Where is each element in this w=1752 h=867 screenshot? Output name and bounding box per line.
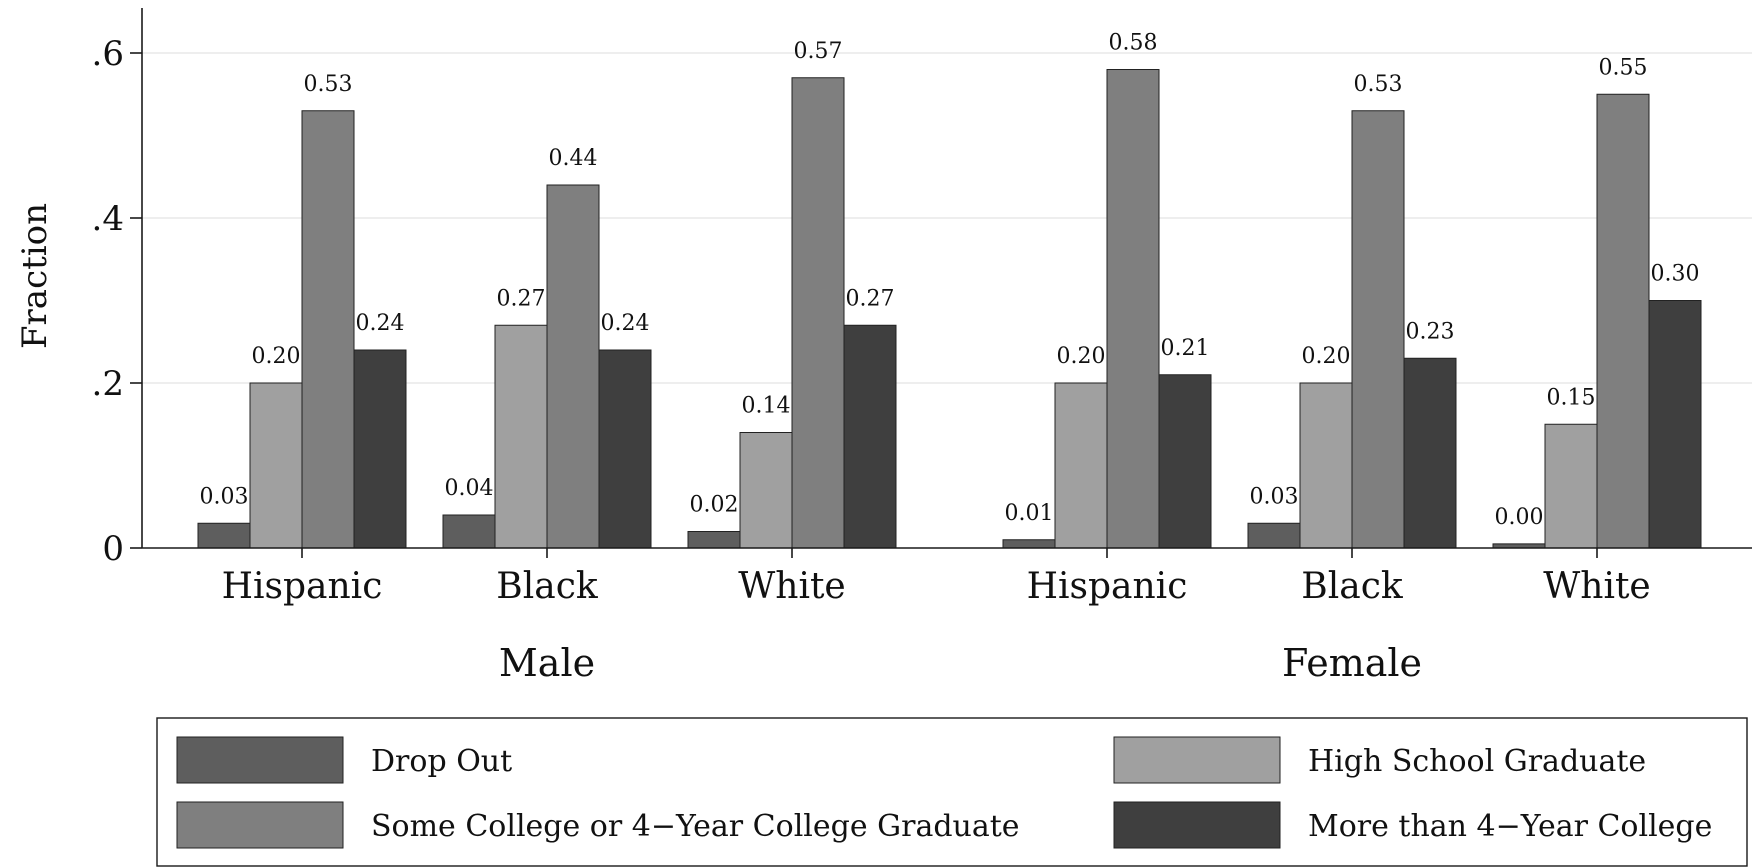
bar-female-hispanic-3	[1158, 374, 1212, 549]
legend-label: High School Graduate	[1308, 744, 1646, 779]
data-label: 0.03	[1250, 484, 1299, 509]
data-label: 0.30	[1651, 262, 1700, 287]
category-label: Black	[496, 566, 599, 607]
bar-male-hispanic-1	[249, 382, 303, 549]
bar-female-hispanic-1	[1054, 382, 1108, 549]
data-label: 0.58	[1109, 31, 1158, 56]
data-label: 0.24	[601, 311, 650, 336]
y-tick-label: .6	[92, 34, 124, 74]
data-label: 0.14	[742, 394, 791, 419]
y-tick-label: .2	[92, 364, 124, 404]
axes: 0 .2 .4 .6 Hispanic Black White Male Hispanic Bla…	[92, 8, 1752, 685]
data-label: 0.57	[794, 39, 843, 64]
data-label: 0.01	[1005, 501, 1054, 526]
bar-male-hispanic-0	[197, 522, 251, 549]
bar-female-white-1	[1544, 423, 1598, 549]
bar-male-black-1	[494, 324, 548, 549]
legend: Drop Out High School Graduate Some College…	[156, 717, 1748, 867]
bar-female-black-1	[1299, 382, 1353, 549]
bar-female-hispanic-0	[1002, 539, 1056, 549]
data-label: 0.00	[1495, 505, 1544, 530]
data-label: 0.20	[1057, 344, 1106, 369]
bar-male-white-1	[739, 432, 793, 549]
bar-female-black-2	[1351, 110, 1405, 549]
category-label: White	[738, 566, 845, 607]
data-label: 0.15	[1547, 385, 1596, 410]
data-labels: 0.03 0.20 0.53 0.24 0.04 0.27 0.44 0.24 0.02 0.14…	[200, 31, 1700, 530]
category-label: Hispanic	[1027, 566, 1188, 607]
bar-male-black-2	[546, 184, 600, 549]
category-label: Hispanic	[222, 566, 383, 607]
data-label: 0.20	[252, 344, 301, 369]
bar-male-white-2	[791, 77, 845, 549]
data-label: 0.03	[200, 484, 249, 509]
data-label: 0.55	[1599, 55, 1648, 80]
bar-female-hispanic-2	[1106, 69, 1160, 549]
legend-swatch	[176, 736, 344, 784]
legend-swatch	[176, 801, 344, 849]
bar-female-black-0	[1247, 522, 1301, 549]
data-label: 0.20	[1302, 344, 1351, 369]
y-tick-label: .4	[92, 199, 124, 239]
legend-box	[156, 717, 1748, 867]
legend-label: Some College or 4−Year College Graduate	[371, 809, 1020, 844]
gridlines	[142, 52, 1752, 384]
legend-label: Drop Out	[371, 744, 512, 779]
category-label: White	[1543, 566, 1650, 607]
data-label: 0.53	[1354, 72, 1403, 97]
data-label: 0.44	[549, 146, 598, 171]
data-label: 0.27	[497, 286, 546, 311]
bars	[197, 69, 1702, 549]
bar-male-hispanic-3	[353, 349, 407, 549]
y-axis-label: Fraction	[15, 203, 55, 349]
bar-male-black-0	[442, 514, 496, 549]
data-label: 0.02	[690, 493, 739, 518]
data-label: 0.24	[356, 311, 405, 336]
group-label-female: Female	[1282, 641, 1422, 685]
bar-female-black-3	[1403, 357, 1457, 549]
legend-label: More than 4−Year College	[1308, 809, 1712, 844]
category-label: Black	[1301, 566, 1404, 607]
data-label: 0.21	[1161, 336, 1210, 361]
y-tick-label: 0	[102, 529, 124, 569]
bar-female-white-2	[1596, 93, 1650, 549]
bar-male-white-3	[843, 324, 897, 549]
legend-swatch	[1113, 736, 1281, 784]
bar-female-white-3	[1648, 300, 1702, 549]
bar-male-black-3	[598, 349, 652, 549]
data-label: 0.04	[445, 476, 494, 501]
data-label: 0.27	[846, 286, 895, 311]
group-label-male: Male	[499, 641, 595, 685]
bar-male-white-0	[687, 531, 741, 549]
data-label: 0.53	[304, 72, 353, 97]
bar-male-hispanic-2	[301, 110, 355, 549]
data-label: 0.23	[1406, 319, 1455, 344]
legend-swatch	[1113, 801, 1281, 849]
